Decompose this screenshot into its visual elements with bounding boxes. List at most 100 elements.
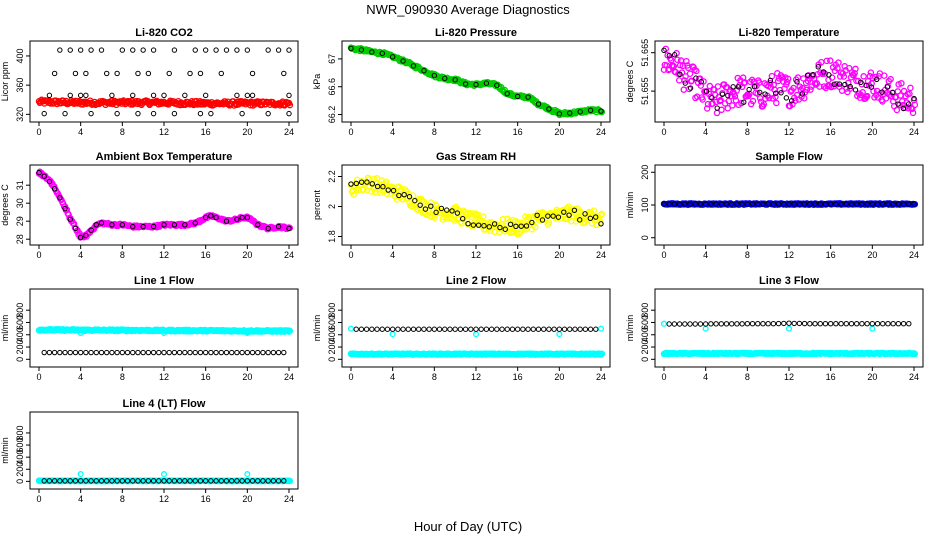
data-point	[379, 50, 385, 57]
data-point	[748, 76, 756, 84]
data-point	[525, 94, 531, 100]
data-point	[546, 106, 552, 112]
data-point	[465, 220, 471, 227]
y-tick-label: 1.8	[327, 230, 337, 243]
data-point	[348, 181, 354, 187]
data-point	[760, 321, 766, 327]
data-point	[358, 47, 365, 53]
data-point	[859, 89, 866, 96]
data-point	[405, 326, 411, 332]
data-point	[847, 83, 853, 90]
data-point	[150, 478, 157, 484]
data-point	[98, 478, 105, 484]
data-point	[156, 478, 162, 484]
data-point	[444, 207, 450, 213]
data-point	[863, 82, 869, 89]
data-point	[382, 178, 390, 185]
data-point	[483, 326, 490, 332]
data-point	[833, 201, 839, 207]
data-point	[197, 478, 204, 484]
data-point	[669, 62, 677, 69]
panel-title: Line 3 Flow	[759, 275, 819, 287]
y-tick-label: 360	[15, 78, 25, 93]
data-point	[534, 212, 540, 219]
data-point	[550, 213, 556, 219]
data-point	[114, 70, 120, 77]
y-tick-label: 200	[640, 165, 650, 180]
x-tick-label: 0	[36, 250, 41, 260]
data-point	[379, 326, 385, 332]
data-point	[682, 201, 688, 207]
x-tick-label: 0	[661, 127, 666, 137]
data-point	[812, 201, 818, 207]
data-point	[140, 349, 146, 356]
data-point	[810, 72, 816, 78]
data-point	[598, 221, 604, 227]
x-tick-label: 8	[432, 250, 437, 260]
data-point	[249, 92, 256, 99]
y-tick-label: 400	[15, 450, 25, 465]
data-point	[812, 321, 818, 327]
data-point	[504, 90, 510, 97]
x-tick-label: 24	[596, 250, 606, 260]
data-point	[83, 349, 89, 356]
x-tick-label: 12	[159, 494, 169, 504]
data-point	[587, 326, 594, 332]
data-point	[83, 232, 89, 239]
x-tick-label: 0	[348, 372, 353, 382]
y-tick-label: 0	[640, 235, 650, 240]
panel-title: Line 1 Flow	[134, 275, 194, 287]
data-point	[255, 222, 261, 228]
data-point	[698, 79, 704, 85]
data-point	[468, 326, 474, 332]
data-point	[661, 47, 667, 54]
data-point	[286, 110, 292, 117]
data-point	[124, 478, 131, 484]
data-point	[687, 201, 693, 207]
data-point	[145, 349, 152, 356]
data-point	[869, 325, 876, 332]
panel-1: Li-820 CO2 Licor ppm 0 4 8 12 16 20 24 320 360 400	[0, 27, 299, 137]
data-point	[786, 320, 792, 326]
data-point	[197, 349, 204, 356]
data-point	[770, 201, 777, 207]
data-point	[104, 478, 110, 484]
y-tick-label: 800	[15, 303, 25, 318]
x-tick-label: 12	[159, 372, 169, 382]
figure-xlabel: Hour of Day (UTC)	[414, 519, 522, 534]
data-point	[697, 321, 704, 327]
data-point	[166, 478, 172, 484]
data-point	[803, 86, 811, 94]
y-tick-label: 2	[327, 204, 337, 209]
data-point	[666, 201, 672, 207]
data-point	[688, 77, 696, 85]
data-point	[907, 84, 914, 92]
data-point	[347, 325, 355, 332]
plot-frame	[29, 411, 299, 490]
data-point	[741, 99, 747, 105]
data-point	[765, 94, 773, 102]
data-point	[462, 81, 469, 87]
data-point	[682, 321, 688, 327]
data-point	[702, 321, 709, 327]
y-axis-label: degrees C	[0, 184, 10, 226]
data-point	[51, 70, 58, 77]
panel-2: Li-820 Pressure kPa 0 4 8 12 16 20 24 66.2 66.6 67	[312, 27, 611, 137]
panel-title: Li-820 CO2	[135, 27, 192, 39]
data-point	[150, 92, 157, 99]
data-point	[369, 49, 375, 55]
data-point	[192, 478, 198, 484]
data-point	[794, 79, 800, 85]
data-point	[577, 217, 583, 223]
data-point	[135, 478, 141, 484]
data-point	[799, 91, 805, 97]
data-point	[140, 478, 146, 484]
data-point	[213, 47, 219, 53]
data-point	[843, 321, 849, 327]
data-point	[67, 349, 73, 356]
data-point	[161, 478, 167, 484]
data-point	[541, 326, 547, 332]
data-point	[135, 70, 141, 77]
y-axis-label: degrees C	[625, 60, 635, 102]
plot-data	[35, 168, 294, 241]
